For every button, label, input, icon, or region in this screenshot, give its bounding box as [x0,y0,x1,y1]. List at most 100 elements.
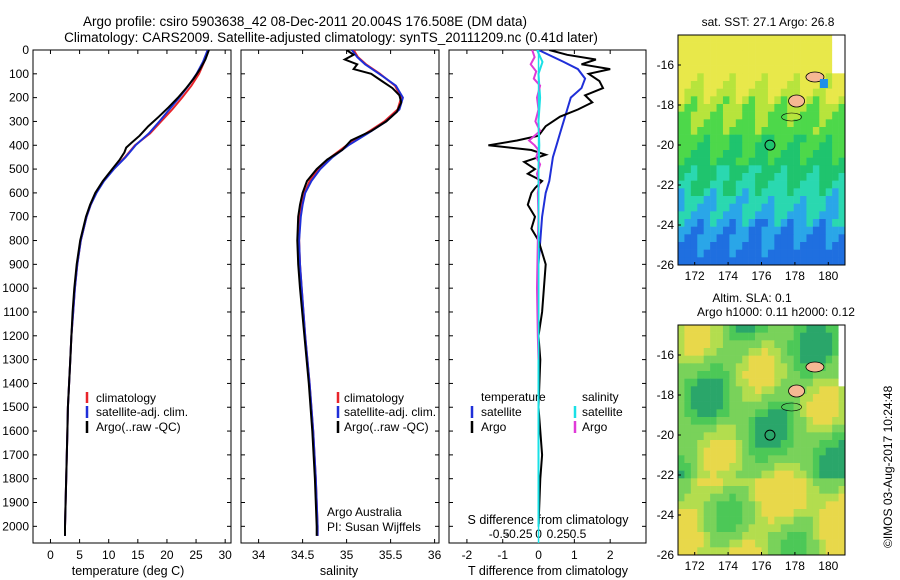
sla-cell [812,417,820,425]
sst-cell [722,119,730,128]
sst-cell [684,127,692,135]
sst-cell [748,257,756,266]
sla-cell [780,547,788,556]
sla-cell [722,486,730,494]
sst-cell [800,249,807,258]
sst-cell [748,157,756,166]
sla-cell [684,532,692,540]
map-y-tick-label: -18 [657,388,675,402]
sst-cell [832,219,839,227]
sla-cell [780,501,788,510]
sst-cell [793,104,801,112]
sst-cell [729,249,737,258]
sla-cell [697,394,704,402]
sst-cell [729,203,737,212]
sla-cell [729,386,737,395]
sst-cell [729,35,737,43]
sla-cell [812,401,820,410]
sla-cell [735,325,743,333]
sla-cell [819,440,827,448]
sst-cell [825,257,833,266]
sla-cell [825,355,833,364]
sla-cell [729,455,737,464]
sla-cell [748,417,756,425]
sla-cell [819,501,827,510]
sla-cell [812,424,820,433]
sst-cell [678,50,685,59]
sst-cell [748,50,756,59]
sla-cell [761,371,769,379]
depth-tick-label: 1900 [2,496,29,510]
sst-cell [729,42,737,51]
sla-cell [684,394,692,402]
sst-cell [800,257,807,266]
sla-cell [819,493,827,502]
sla-cell [690,424,698,433]
sla-cell [748,547,756,556]
sla-cell [819,524,827,533]
sst-cell [793,42,801,51]
sla-cell [793,371,801,379]
sst-cell [761,165,769,174]
sst-cell [780,219,788,227]
sla-cell [722,470,730,479]
sla-cell [812,547,820,556]
sla-cell [767,501,775,510]
salinity-axes-frame [240,49,440,544]
sst-cell [742,165,749,174]
sst-cell [690,104,698,112]
sst-cell [684,150,692,158]
sst-cell [735,157,743,166]
sla-cell [806,478,814,487]
sla-cell [716,424,724,433]
sla-cell [761,440,769,448]
sst-cell [761,50,769,59]
x-tick-label: 10 [102,548,116,562]
sst-cell [838,150,846,158]
sst-cell [832,196,839,204]
sla-cell [800,493,807,502]
sla-cell [825,524,833,533]
sst-cell [684,42,692,51]
sla-cell [755,440,762,448]
sla-cell [825,447,833,456]
sst-cell [806,96,814,105]
sla-cell [684,401,692,410]
sst-cell [729,81,737,89]
sst-cell [684,73,692,82]
sla-cell [838,355,846,364]
sla-cell [780,332,788,341]
sst-cell [832,180,839,189]
sst-cell [729,58,737,66]
sst-cell [787,88,794,97]
sla-cell [780,447,788,456]
sla-cell [735,378,743,387]
sst-cell [729,180,737,189]
sla-cell [697,455,704,464]
sst-cell [716,134,724,143]
sla-cell [748,470,756,479]
sst-cell [767,150,775,158]
sst-cell [690,249,698,258]
sst-cell [678,234,685,243]
sst-cell [774,150,782,158]
diff-legend-temperature-title: temperature [481,390,546,404]
sla-cell [716,463,724,471]
sst-cell [774,81,782,89]
sla-cell [729,501,737,510]
sst-cell [710,242,717,250]
sla-cell [787,470,794,479]
sst-cell [838,35,846,43]
sst-cell [678,203,685,212]
sla-cell [742,524,749,533]
sla-cell [716,547,724,556]
sst-cell [729,73,737,82]
sla-cell [806,470,814,479]
sst-cell [697,58,704,66]
sla-cell [722,363,730,372]
sla-cell [812,355,820,364]
sla-cell [767,417,775,425]
sla-cell [800,470,807,479]
sla-cell [812,340,820,349]
sla-cell [761,417,769,425]
